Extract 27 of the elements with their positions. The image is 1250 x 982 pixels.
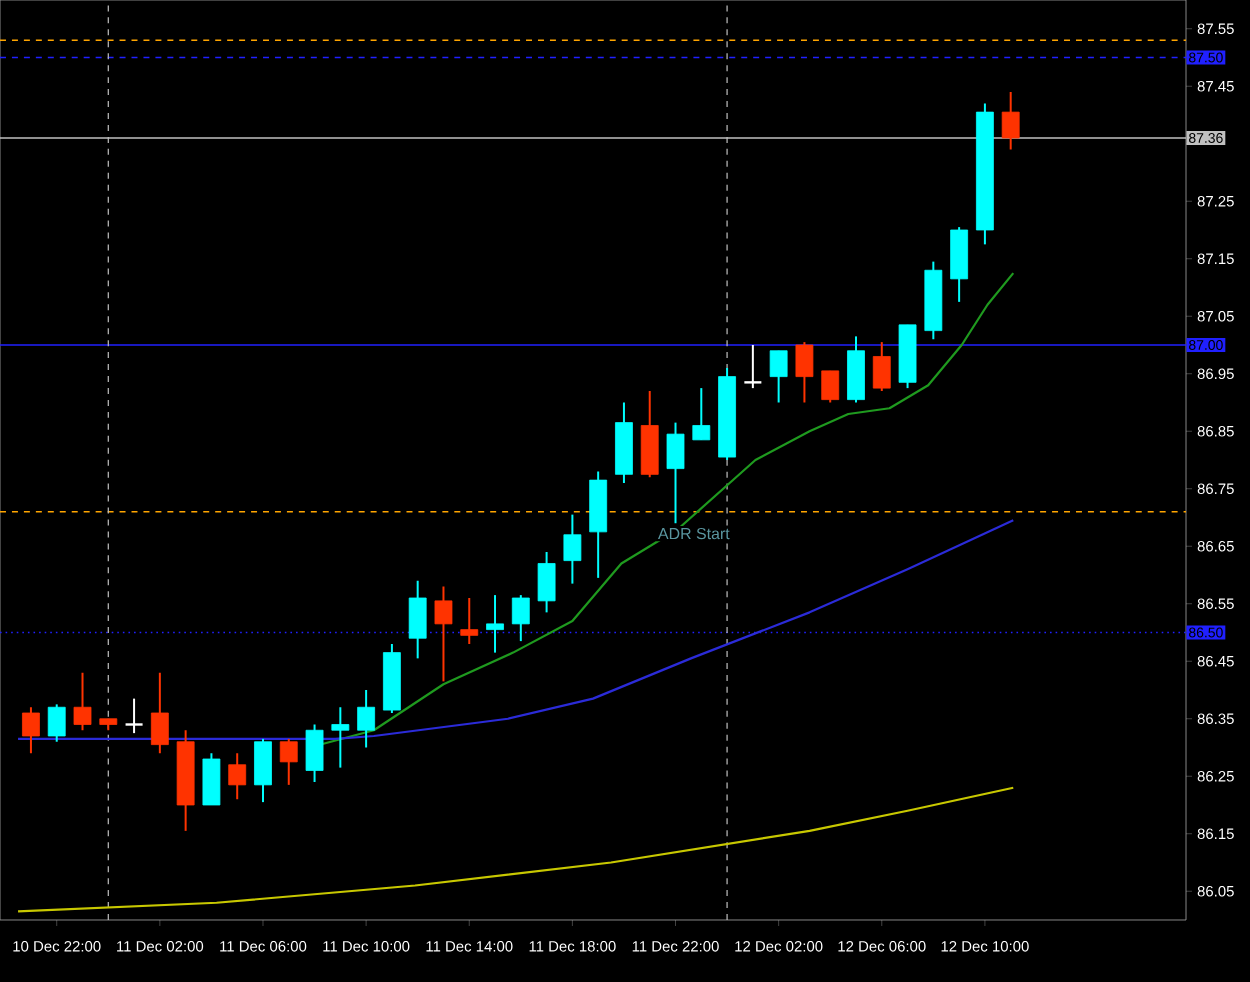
candlestick xyxy=(743,343,763,390)
candlestick xyxy=(47,703,66,743)
candlestick xyxy=(795,341,814,404)
candlestick xyxy=(872,341,891,392)
candlestick xyxy=(537,550,556,614)
candlestick xyxy=(124,697,144,735)
candlestick xyxy=(821,369,840,404)
candlestick xyxy=(279,737,298,786)
candlestick xyxy=(1001,90,1020,151)
candlestick xyxy=(563,513,582,585)
candlestick xyxy=(692,387,711,441)
candlestick xyxy=(228,752,247,801)
candlestick xyxy=(331,706,350,769)
candlestick xyxy=(486,594,504,654)
candlestick xyxy=(254,737,272,804)
candlestick xyxy=(511,594,530,643)
candlestick xyxy=(408,579,427,660)
candlestick xyxy=(434,585,453,683)
candlestick xyxy=(666,421,685,525)
candlestick xyxy=(305,723,324,783)
candlestick xyxy=(73,671,92,732)
candlestick xyxy=(769,349,788,404)
candlestick xyxy=(357,688,376,749)
candlestick xyxy=(202,752,221,806)
candlestick xyxy=(460,596,479,645)
candlestick xyxy=(150,671,169,755)
candlestick xyxy=(22,706,40,755)
